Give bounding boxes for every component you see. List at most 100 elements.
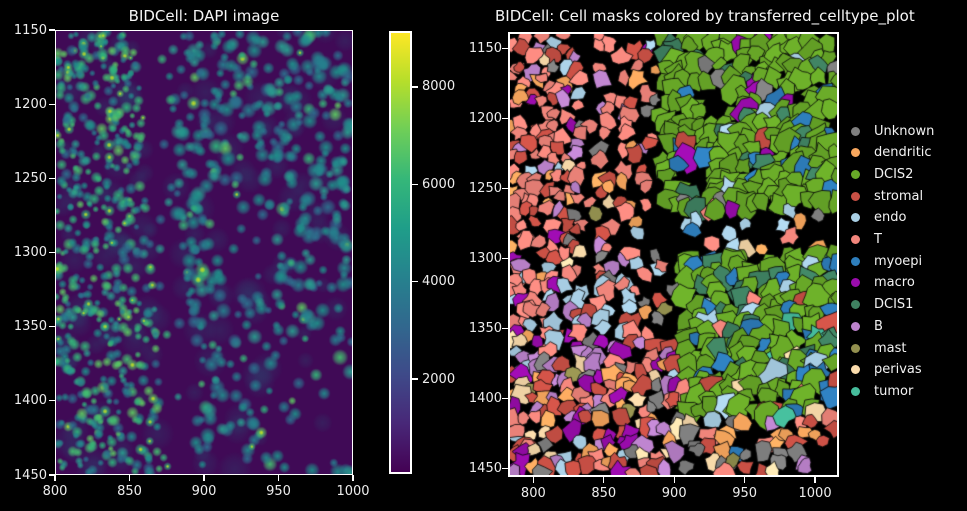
legend-swatch-icon xyxy=(851,213,860,223)
x-tick-label: 850 xyxy=(591,486,617,501)
legend-item-tumor: tumor xyxy=(851,381,913,401)
x-tick-label: 1000 xyxy=(798,486,832,501)
legend-item-dcis1: DCIS1 xyxy=(851,295,913,315)
y-tick-mark xyxy=(49,251,55,254)
legend-swatch-icon xyxy=(851,321,860,331)
legend-item-myoepi: myoepi xyxy=(851,251,922,271)
y-tick-label: 1300 xyxy=(468,251,502,267)
legend-label: DCIS2 xyxy=(874,166,914,182)
colorbar-tick-mark xyxy=(412,86,418,88)
y-tick-label: 1450 xyxy=(468,461,502,477)
colorbar-tick-mark xyxy=(412,281,418,283)
y-tick-mark xyxy=(49,326,55,328)
x-tick-mark xyxy=(603,477,605,483)
x-tick-label: 800 xyxy=(42,484,68,499)
colorbar-tick-mark xyxy=(412,378,418,380)
legend-item-b: B xyxy=(851,316,883,336)
legend-item-endo: endo xyxy=(851,208,906,228)
legend-swatch-icon xyxy=(851,386,860,396)
legend-label: endo xyxy=(874,210,907,226)
legend-label: myoepi xyxy=(874,253,923,269)
x-tick-mark xyxy=(352,475,354,481)
legend-item-unknown: Unknown xyxy=(851,121,934,141)
legend-item-t: T xyxy=(851,230,882,250)
y-tick-mark xyxy=(502,328,508,330)
x-tick-label: 950 xyxy=(266,484,291,499)
y-tick-label: 1200 xyxy=(468,111,502,127)
x-tick-label: 850 xyxy=(117,484,142,499)
x-tick-mark xyxy=(814,477,816,483)
legend-label: T xyxy=(874,232,882,247)
y-tick-mark xyxy=(49,177,55,179)
colorbar xyxy=(389,31,412,474)
colorbar-tick-label: 6000 xyxy=(422,176,456,192)
y-tick-label: 1200 xyxy=(13,96,47,112)
dapi-axes xyxy=(55,30,353,475)
y-tick-label: 1350 xyxy=(468,321,502,337)
legend-swatch-icon xyxy=(851,278,860,288)
colorbar-tick-mark xyxy=(412,183,418,185)
legend-item-dcis2: DCIS2 xyxy=(851,164,913,184)
legend-swatch-icon xyxy=(851,365,860,375)
x-tick-label: 900 xyxy=(661,486,687,501)
y-tick-label: 1450 xyxy=(13,467,47,483)
legend-label: B xyxy=(874,318,883,334)
x-tick-label: 1000 xyxy=(336,484,370,499)
x-tick-mark xyxy=(532,477,534,483)
y-tick-mark xyxy=(502,48,508,50)
y-tick-mark xyxy=(49,474,55,476)
y-tick-label: 1300 xyxy=(13,245,47,260)
y-tick-label: 1150 xyxy=(468,41,502,57)
y-tick-label: 1250 xyxy=(468,181,502,197)
legend-swatch-icon xyxy=(851,191,860,201)
legend-swatch-icon xyxy=(851,300,860,310)
legend-label: mast xyxy=(874,340,907,356)
y-tick-mark xyxy=(502,468,508,470)
dapi-image-canvas xyxy=(56,31,352,474)
x-tick-label: 950 xyxy=(732,486,758,501)
legend-item-dendritic: dendritic xyxy=(851,143,932,163)
legend-item-mast: mast xyxy=(851,338,907,358)
colorbar-gradient xyxy=(391,33,410,472)
legend-label: tumor xyxy=(874,383,914,399)
x-tick-mark xyxy=(203,475,205,481)
mask-axes xyxy=(508,32,839,477)
legend-swatch-icon xyxy=(851,235,860,244)
y-tick-label: 1400 xyxy=(468,391,502,407)
legend-label: Unknown xyxy=(874,123,935,139)
x-tick-mark xyxy=(277,475,280,481)
legend-swatch-icon xyxy=(851,148,860,158)
legend-item-perivas: perivas xyxy=(851,360,922,380)
legend-swatch-icon xyxy=(851,343,860,353)
y-tick-mark xyxy=(502,258,508,260)
legend-item-macro: macro xyxy=(851,273,915,293)
y-tick-mark xyxy=(502,118,508,120)
x-tick-mark xyxy=(54,475,56,481)
y-tick-mark xyxy=(49,400,55,402)
y-tick-mark xyxy=(49,29,55,31)
legend-label: stromal xyxy=(874,188,924,204)
dapi-plot-title: BIDCell: DAPI image xyxy=(128,7,280,25)
legend-item-stromal: stromal xyxy=(851,186,923,206)
mask-plot-title: BIDCell: Cell masks colored by transferr… xyxy=(495,7,915,25)
y-tick-mark xyxy=(502,398,508,400)
x-tick-mark xyxy=(744,477,746,483)
x-tick-label: 900 xyxy=(191,484,217,499)
y-tick-label: 1150 xyxy=(13,22,47,38)
colorbar-tick-label: 8000 xyxy=(422,79,456,95)
legend-swatch-icon xyxy=(851,256,860,266)
legend-swatch-icon xyxy=(851,126,860,136)
colorbar-tick-label: 2000 xyxy=(422,371,456,387)
y-tick-mark xyxy=(49,103,55,105)
y-tick-mark xyxy=(502,188,508,190)
legend-label: perivas xyxy=(874,362,922,378)
y-tick-label: 1400 xyxy=(13,393,47,409)
cell-mask-canvas xyxy=(510,34,837,475)
legend-label: macro xyxy=(874,275,915,291)
x-tick-mark xyxy=(128,475,131,481)
y-tick-label: 1350 xyxy=(13,319,47,335)
colorbar-tick-label: 4000 xyxy=(422,274,456,290)
x-tick-mark xyxy=(673,477,675,483)
